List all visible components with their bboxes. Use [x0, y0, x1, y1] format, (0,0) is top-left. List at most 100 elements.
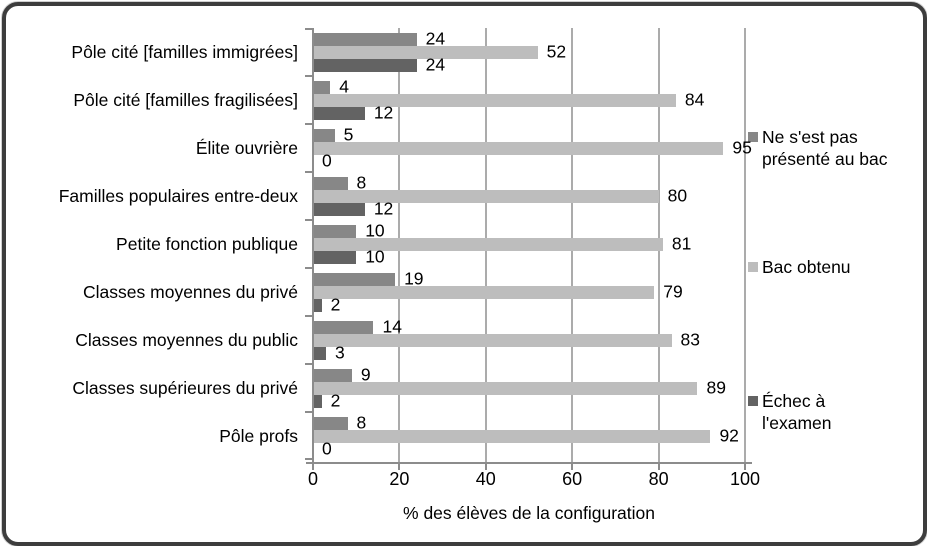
chart-legend: Ne s'est pas présenté au bac Bac obtenu Éc… [748, 0, 924, 546]
bar-group: 5 95 0 [313, 124, 752, 172]
bar-value-label: 24 [425, 54, 446, 75]
y-axis-tick [305, 123, 313, 125]
bar-value-label: 8 [356, 412, 367, 433]
y-axis-tick [305, 219, 313, 221]
bar--chec-l-examen [313, 394, 322, 408]
bar-row: 10 [313, 248, 745, 265]
bar-row: 2 [313, 390, 745, 411]
bar-row: 24 [313, 54, 745, 75]
bar--chec-l-examen [313, 106, 365, 120]
bar-value-label: 84 [684, 89, 705, 110]
bar-ne-s-est-pas-pr-sent-au-bac [313, 272, 396, 286]
plot-area: 24 52 24 4 84 12 5 95 0 8 80 12 10 81 10 19 79 2 14 83 3 9 89 2… [305, 28, 752, 470]
bar--chec-l-examen [313, 250, 357, 264]
bar-row: 92 [313, 425, 745, 446]
bar-value-label: 4 [339, 76, 349, 97]
bar-group: 24 52 24 [313, 28, 745, 76]
legend-item-label: Ne s'est pas présenté au bac [762, 127, 888, 169]
bar-bac-obtenu [313, 429, 711, 443]
x-tick-label: 40 [475, 469, 496, 489]
x-axis-tick [657, 462, 660, 470]
legend-item: Ne s'est pas présenté au bac [748, 126, 888, 170]
bar-value-label: 24 [425, 28, 446, 49]
bar-row: 5 [313, 126, 745, 143]
legend-item-label: Échec à l'examen [762, 391, 832, 433]
y-axis-tick [305, 28, 313, 30]
bar-ne-s-est-pas-pr-sent-au-bac [313, 320, 374, 334]
bar-bac-obtenu [313, 333, 672, 347]
legend-marker-icon [748, 396, 758, 406]
y-axis-tick [305, 411, 313, 413]
x-axis-tick [744, 462, 746, 470]
bar-value-label: 79 [663, 281, 683, 302]
bar-value-label: 2 [330, 294, 341, 315]
bar-value-label: 80 [667, 185, 688, 206]
bar-value-label: 83 [680, 329, 701, 350]
bar-row: 12 [313, 102, 745, 123]
bar-ne-s-est-pas-pr-sent-au-bac [313, 416, 348, 430]
bar-bac-obtenu [313, 189, 659, 203]
bar-row: 3 [313, 342, 745, 363]
bar-value-label: 92 [719, 425, 739, 446]
bar-group: 4 84 12 [313, 76, 745, 124]
bar-row: 19 [313, 270, 745, 287]
y-axis-tick [305, 363, 313, 365]
bar-value-label: 12 [373, 102, 394, 123]
legend-item-label: Bac obtenu [762, 257, 851, 277]
bar-value-label: 2 [330, 390, 341, 411]
bar-group: 19 79 2 [313, 268, 745, 316]
bar-value-label: 3 [334, 342, 345, 363]
legend-marker-icon [748, 262, 758, 272]
category-axis-labels: Pôle cité [familles immigrées] Pôle cité … [0, 28, 303, 460]
bar-group: 14 83 3 [313, 316, 745, 364]
bar-row: 4 [313, 76, 745, 97]
bar-group: 8 80 12 [313, 172, 745, 220]
bar-row: 81 [313, 235, 745, 252]
bar-value-label: 10 [365, 220, 385, 241]
bar-row: 10 [313, 220, 745, 241]
legend-marker-icon [748, 132, 758, 142]
bar-row: 2 [313, 294, 745, 315]
x-axis-title: % des élèves de la configuration [403, 503, 655, 523]
legend-item: Bac obtenu [748, 256, 851, 278]
bar-row: 8 [313, 174, 745, 191]
x-axis-tick [312, 462, 314, 470]
category-label: Classes moyennes du public [75, 329, 298, 350]
bar-ne-s-est-pas-pr-sent-au-bac [313, 176, 348, 190]
x-axis-line [306, 462, 752, 464]
bar-row: 52 [313, 43, 745, 60]
category-label: Petite fonction publique [116, 233, 298, 254]
bar-ne-s-est-pas-pr-sent-au-bac [313, 224, 357, 238]
category-label: Classes supérieures du privé [72, 377, 298, 398]
gridline [744, 28, 746, 462]
bar-row: 84 [313, 89, 745, 110]
bar-row: 8 [313, 412, 745, 433]
bar-group: 8 92 0 [313, 412, 745, 460]
bar-ne-s-est-pas-pr-sent-au-bac [313, 368, 352, 382]
bar-row: 89 [313, 377, 745, 398]
bar-value-label: 89 [706, 377, 726, 398]
category-label: Classes moyennes du privé [83, 281, 298, 302]
bar-row: 9 [313, 366, 745, 383]
x-tick-label: 100 [729, 469, 761, 489]
bar-value-label: 0 [322, 150, 332, 171]
bar-bac-obtenu [313, 141, 724, 155]
bar-bac-obtenu [313, 237, 663, 251]
bar-row: 79 [313, 281, 745, 302]
y-axis-tick [305, 75, 313, 77]
bar-ne-s-est-pas-pr-sent-au-bac [313, 128, 335, 142]
bar-ne-s-est-pas-pr-sent-au-bac [313, 80, 331, 94]
bar-bac-obtenu [313, 45, 538, 59]
bar-value-label: 14 [382, 316, 402, 337]
y-axis-tick [305, 171, 313, 173]
bar-group: 10 81 10 [313, 220, 745, 268]
x-axis-tick [398, 462, 401, 470]
x-tick-label: 0 [307, 469, 318, 489]
category-label: Pôle profs [219, 425, 298, 446]
bar-ne-s-est-pas-pr-sent-au-bac [313, 32, 417, 46]
x-axis-tick [571, 462, 574, 470]
category-label: Élite ouvrière [195, 137, 298, 158]
bar-bac-obtenu [313, 285, 655, 299]
category-label: Familles populaires entre-deux [58, 185, 298, 206]
